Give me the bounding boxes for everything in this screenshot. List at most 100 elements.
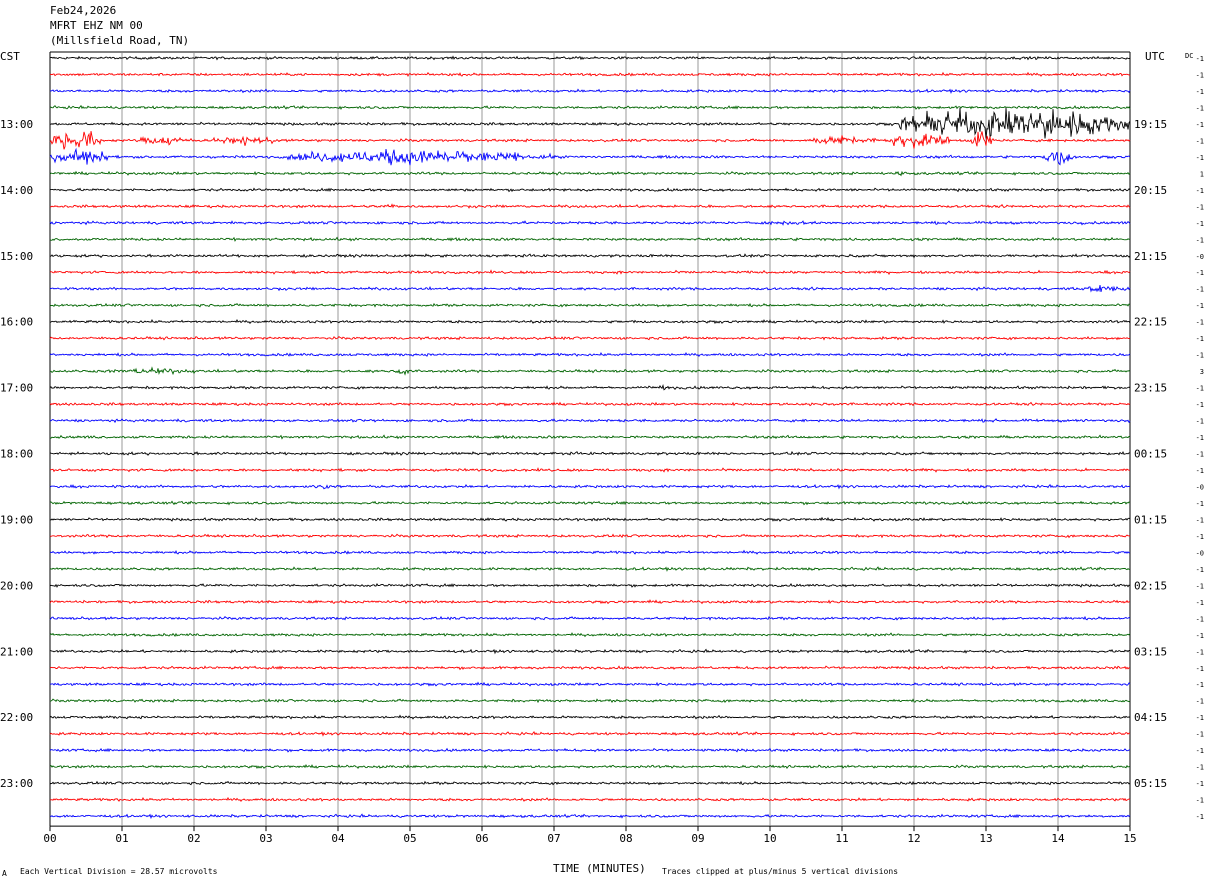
seismic-trace [49,615,1131,621]
dc-offset-label: -1 [1196,747,1204,755]
seismic-trace [49,813,1131,820]
dc-offset-label: -1 [1196,731,1204,739]
dc-offset-label: -0 [1196,549,1204,557]
seismic-trace [49,147,1131,166]
seismic-trace [49,731,1131,737]
seismic-trace [49,500,1131,506]
x-axis-label: TIME (MINUTES) [553,862,646,875]
dc-offset-label: -1 [1196,121,1204,129]
station-location: (Millsfield Road, TN) [50,34,190,47]
dc-offset-label: -1 [1196,797,1204,805]
seismic-trace [50,648,1130,655]
right-hour-label: 01:15 [1134,513,1167,526]
right-hour-label: 21:15 [1134,250,1167,263]
seismic-trace [49,351,1131,357]
seismic-trace [49,599,1131,605]
dc-offset-label: -1 [1196,467,1204,475]
x-tick-label: 04 [331,832,345,845]
dc-offset-label: -1 [1196,302,1204,310]
seismic-trace [49,236,1131,242]
dc-offset-label: -1 [1196,582,1204,590]
x-tick-label: 07 [547,832,560,845]
x-tick-label: 14 [1051,832,1065,845]
x-tick-label: 08 [619,832,632,845]
right-hour-label: 03:15 [1134,645,1167,658]
left-hour-label: 22:00 [0,711,33,724]
seismic-trace [49,55,1131,61]
dc-offset-label: -1 [1196,599,1204,607]
dc-offset-label: -1 [1196,451,1204,459]
left-hour-label: 13:00 [0,118,33,131]
left-hour-label: 14:00 [0,184,33,197]
left-hour-label: 23:00 [0,777,33,790]
dc-offset-label: -1 [1196,104,1204,112]
seismic-trace [49,516,1131,522]
left-timezone-label: CST [0,50,20,63]
dc-offset-label: 1 [1200,170,1204,178]
dc-offset-label: -0 [1196,483,1204,491]
x-tick-label: 02 [187,832,200,845]
dc-offset-label: -1 [1196,764,1204,772]
x-tick-label: 13 [979,832,992,845]
right-hour-label: 05:15 [1134,777,1167,790]
x-tick-label: 15 [1123,832,1136,845]
right-hour-label: 00:15 [1134,448,1167,461]
seismic-trace [49,131,1131,150]
x-tick-label: 05 [403,832,416,845]
left-hour-label: 20:00 [0,579,33,592]
dc-offset-label: -1 [1196,401,1204,409]
seismic-trace [49,747,1131,753]
dc-offset-label: -1 [1196,220,1204,228]
dc-offset-label: -1 [1196,813,1204,821]
right-timezone-label: UTC [1145,50,1165,63]
dc-offset-label: -1 [1196,418,1204,426]
seismic-trace [49,467,1131,473]
seismic-trace [49,681,1131,687]
x-tick-label: 06 [475,832,488,845]
seismic-trace [49,698,1131,704]
left-hour-label: 18:00 [0,448,33,461]
seismic-trace [49,71,1131,78]
left-hour-label: 15:00 [0,250,33,263]
dc-offset-label: -1 [1196,665,1204,673]
seismic-trace [49,434,1131,440]
x-tick-label: 03 [259,832,272,845]
seismic-trace [49,104,1131,111]
dc-offset-label: -1 [1196,203,1204,211]
dc-offset-label: -1 [1196,615,1204,623]
dc-label: DC [1185,52,1194,60]
x-tick-label: 09 [691,832,704,845]
seismic-trace [49,318,1131,325]
seismic-trace [49,632,1131,638]
dc-offset-label: -1 [1196,55,1204,63]
seismic-trace [49,483,1131,490]
dc-offset-label: -1 [1196,566,1204,574]
scale-note: Each Vertical Division = 28.57 microvolt… [20,867,218,876]
dc-offset-label: -1 [1196,632,1204,640]
dc-offset-label: -1 [1196,352,1204,360]
x-tick-label: 11 [835,832,848,845]
seismic-trace [49,418,1131,424]
seismic-trace [49,780,1131,786]
seismic-trace [49,366,1131,376]
dc-offset-label: -1 [1196,500,1204,508]
seismic-trace [49,88,1131,95]
seismic-trace [49,170,1131,177]
seismic-trace [49,383,1131,391]
seismic-trace [49,203,1131,209]
dc-offset-label: -1 [1196,236,1204,244]
dc-offset-label: -1 [1196,648,1204,656]
seismic-trace [49,796,1131,802]
seismic-trace [49,533,1131,539]
dc-offset-label: -1 [1196,269,1204,277]
seismic-trace [49,450,1131,457]
dc-offset-label: -1 [1196,780,1204,788]
seismic-trace [49,582,1131,588]
x-tick-label: 00 [43,832,56,845]
seismic-trace [49,285,1131,293]
dc-offset-label: -1 [1196,137,1204,145]
left-hour-label: 19:00 [0,513,33,526]
seismic-trace [49,187,1131,193]
seismic-trace [49,566,1131,572]
seismic-trace [49,549,1131,555]
